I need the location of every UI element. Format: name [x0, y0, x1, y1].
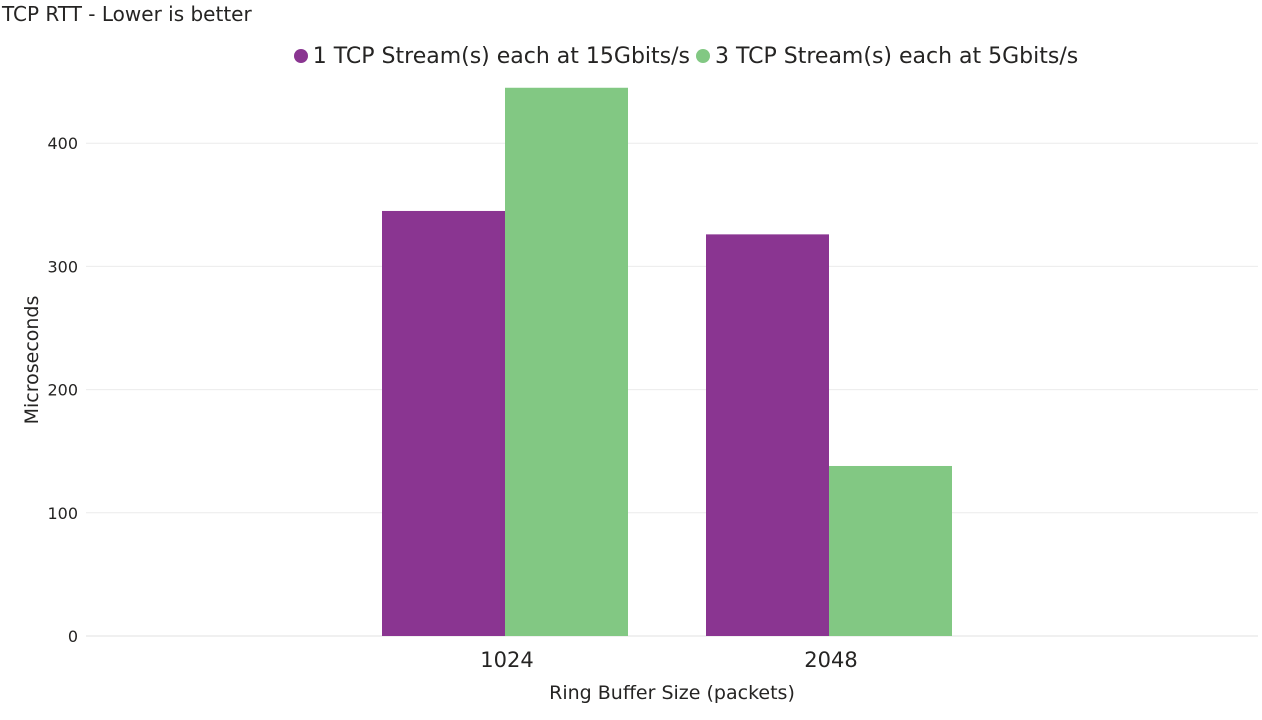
bar-1024-series-1[interactable]	[382, 210, 505, 636]
legend: 1 TCP Stream(s) each at 15Gbits/s 3 TCP …	[0, 40, 1262, 72]
legend-label-series-1: 1 TCP Stream(s) each at 15Gbits/s	[312, 43, 690, 69]
y-tick-label-100: 100	[47, 504, 78, 523]
legend-item-series-2[interactable]: 3 TCP Stream(s) each at 5Gbits/s	[696, 44, 1078, 69]
label-layer: 0 100 200 300 400 1024 2048	[47, 134, 857, 672]
bar-2048-series-2[interactable]	[829, 465, 952, 636]
chart-title: TCP RTT - Lower is better	[2, 2, 252, 26]
x-tick-label-2048: 2048	[804, 648, 857, 672]
y-tick-label-200: 200	[47, 381, 78, 400]
y-tick-label-0: 0	[68, 627, 78, 646]
bar-1024-series-2[interactable]	[505, 87, 628, 636]
y-tick-label-300: 300	[47, 257, 78, 276]
y-tick-label-400: 400	[47, 134, 78, 153]
legend-marker-series-2	[696, 49, 710, 63]
legend-marker-series-1	[293, 49, 308, 63]
grid-layer	[86, 142, 1258, 637]
legend-label-series-2: 3 TCP Stream(s) each at 5Gbits/s	[715, 43, 1079, 69]
x-tick-label-1024: 1024	[480, 648, 533, 672]
bar-layer	[382, 87, 952, 637]
legend-item-series-1[interactable]: 1 TCP Stream(s) each at 15Gbits/s	[293, 43, 690, 69]
x-axis-title: Ring Buffer Size (packets)	[549, 682, 795, 704]
bar-2048-series-1[interactable]	[706, 234, 829, 637]
y-axis-title: Microseconds	[21, 296, 43, 425]
